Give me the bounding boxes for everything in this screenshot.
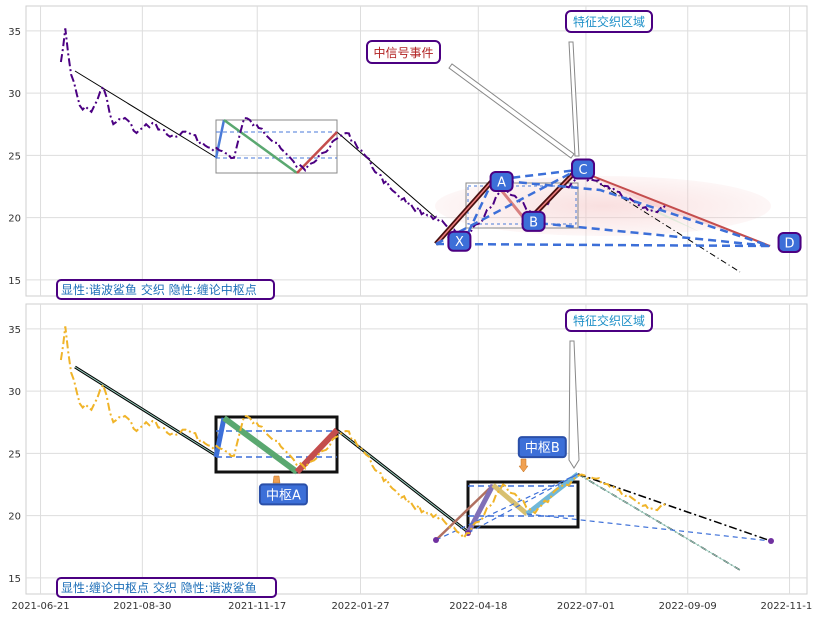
- bottom-bi-4: [435, 484, 494, 541]
- bottom-panel: [25, 303, 808, 595]
- bottom-harmonic-dash-2: [526, 513, 772, 542]
- point-label-box: [447, 230, 472, 252]
- bottom-legend-box: 显性:缠论中枢点 交织 隐性:谐波鲨鱼: [56, 577, 277, 598]
- green-shade: [640, 206, 700, 232]
- top-y-tick-label: 20: [8, 214, 21, 225]
- feature-zone-callout-bottom: 特征交织区域: [565, 309, 653, 332]
- top-zhongshu-box: [215, 119, 338, 174]
- bottom-legend-text: 显性:缠论中枢点 交织 隐性:谐波鲨鱼: [61, 580, 257, 595]
- bottom-bi-1: [213, 417, 227, 458]
- x-tick-label: 2021-08-30: [113, 601, 171, 612]
- bottom-trend-line-2-inner: [336, 429, 469, 533]
- point-label-中枢B: 中枢B: [517, 436, 567, 459]
- point-label-D: D: [777, 231, 802, 253]
- bottom-y-tick-label: 20: [8, 512, 21, 523]
- feature-zone-callout-top: 特征交织区域: [565, 10, 653, 33]
- feature-zone-arrow-top: [568, 41, 580, 157]
- bottom-y-tick-label: 15: [8, 574, 21, 585]
- bottom-bi-5: [465, 483, 496, 535]
- x-tick-label: 2022-01-27: [331, 601, 389, 612]
- point-label-box: [489, 170, 514, 192]
- top-point-labels: X A B C D: [447, 158, 802, 253]
- x-tick-label: 2022-11-18: [760, 601, 813, 612]
- point-label-C: C: [571, 158, 596, 180]
- x-tick-label: 2022-07-01: [557, 601, 615, 612]
- top-bi-1: [214, 119, 226, 159]
- point-label-A: A: [489, 170, 514, 192]
- point-label-box: [521, 210, 546, 232]
- point-label-text: 中枢B: [525, 441, 560, 456]
- x-tick-label: 2021-11-17: [228, 601, 286, 612]
- bottom-decorations: [59, 326, 774, 571]
- top-y-tick-label: 35: [8, 27, 21, 38]
- point-label-X: X: [447, 230, 472, 252]
- x-tick-label: 2022-09-09: [659, 601, 717, 612]
- top-projection-line: [577, 169, 741, 273]
- point-label-text: C: [578, 163, 587, 178]
- top-trend-line-1: [74, 70, 218, 159]
- harmonic-cd: [576, 169, 771, 247]
- bottom-point-labels: 中枢A 中枢B: [258, 436, 567, 506]
- x-axis-ticks: 2021-06-21 2021-08-30 2021-11-17 2022-01-27…: [11, 601, 813, 612]
- point-label-B: B: [521, 210, 546, 232]
- feature-zone-text-bottom: 特征交织区域: [573, 313, 645, 328]
- top-y-tick-label: 25: [8, 151, 21, 162]
- point-label-box: [571, 158, 596, 180]
- top-y-tick-label: 15: [8, 276, 21, 287]
- zhongshu-a-box: [214, 415, 339, 474]
- bottom-y-tick-label: 35: [8, 325, 21, 336]
- bottom-harmonic-dash-3: [467, 473, 579, 534]
- x-tick-label: 2022-04-18: [449, 601, 507, 612]
- top-bi-2: [223, 118, 298, 175]
- zhongshu-b-box: [466, 480, 580, 529]
- bottom-bi-7: [525, 472, 580, 516]
- bottom-price-line: [59, 326, 667, 540]
- zhongshu-b-arrow: [518, 458, 529, 473]
- bottom-projection-dash-inner: [577, 473, 741, 571]
- bottom-harmonic-dash-1: [435, 473, 579, 541]
- signal-event-arrow: [448, 63, 575, 159]
- harmonic-xd-dash: [435, 242, 771, 248]
- harmonic-zone-ellipse: [435, 176, 771, 236]
- bottom-bi-2: [222, 415, 299, 475]
- signal-event-text: 中信号事件: [373, 45, 433, 60]
- point-label-中枢A: 中枢A: [258, 483, 308, 506]
- bottom-trend-line-1-inner: [74, 366, 218, 457]
- top-legend-text: 显性:谐波鲨鱼 交织 隐性:缠论中枢点: [61, 282, 257, 297]
- top-legend-box: 显性:谐波鲨鱼 交织 隐性:缠论中枢点: [56, 279, 275, 300]
- point-label-text: 中枢A: [266, 488, 301, 503]
- top-decorations: [59, 28, 771, 273]
- zhongshu-a-arrow: [272, 475, 281, 484]
- harmonic-xa-inner: [435, 179, 494, 245]
- bottom-bi-6: [491, 483, 529, 516]
- point-label-box: [517, 436, 567, 459]
- bottom-y-ticks: 15 20 25 30 35: [8, 325, 21, 585]
- top-y-tick-label: 30: [8, 89, 21, 100]
- top-price-line: [59, 28, 667, 242]
- point-label-text: D: [785, 236, 795, 251]
- bottom-bi-3: [294, 427, 340, 475]
- signal-event-callout: 中信号事件: [366, 40, 441, 64]
- harmonic-bd-dash: [526, 220, 771, 248]
- point-label-box: [258, 483, 308, 506]
- bottom-projection-long: [577, 473, 772, 542]
- top-trend-line-2: [336, 131, 437, 219]
- point-label-text: A: [497, 175, 506, 190]
- bottom-point-d: [768, 538, 774, 544]
- harmonic-bd-dash-2: [492, 178, 771, 248]
- feature-zone-arrow-bottom: [568, 340, 580, 469]
- feature-zone-text-top: 特征交织区域: [573, 14, 645, 29]
- bottom-y-tick-label: 25: [8, 449, 21, 460]
- bottom-point-x: [433, 537, 439, 543]
- point-label-box: [777, 231, 802, 253]
- top-bi-3: [296, 131, 338, 174]
- bottom-y-tick-label: 30: [8, 387, 21, 398]
- point-label-text: X: [455, 235, 464, 250]
- x-tick-label: 2021-06-21: [11, 601, 69, 612]
- top-y-ticks: 15 20 25 30 35: [8, 27, 21, 287]
- point-label-text: B: [529, 215, 538, 230]
